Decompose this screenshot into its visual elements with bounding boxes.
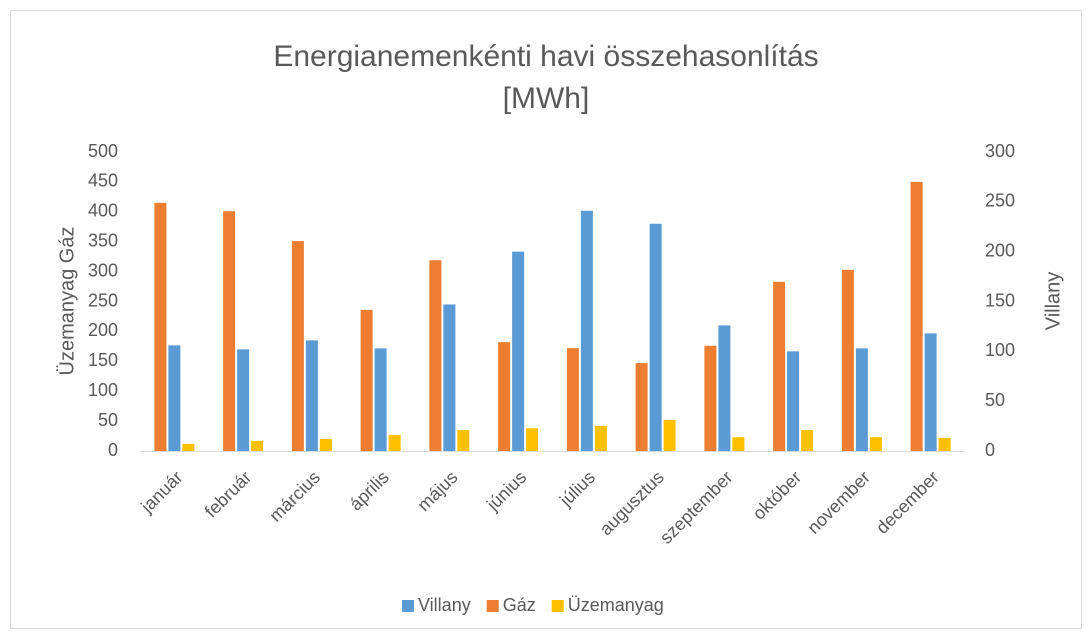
bar xyxy=(704,345,717,451)
y2-tick-label: 300 xyxy=(985,141,1015,161)
y-tick-label: 100 xyxy=(88,380,118,400)
bar xyxy=(855,348,868,451)
legend-swatch xyxy=(551,600,564,612)
bar xyxy=(512,251,525,451)
bar xyxy=(663,419,676,451)
legend-label: Gáz xyxy=(503,595,536,615)
bar xyxy=(787,351,800,451)
y2-tick-label: 150 xyxy=(985,290,1015,310)
bar xyxy=(374,348,387,451)
bar xyxy=(237,349,250,451)
y2-axis-title: Villany xyxy=(1042,272,1064,331)
bar xyxy=(305,340,318,451)
bar xyxy=(924,333,937,451)
bar xyxy=(360,309,373,451)
y-tick-label: 0 xyxy=(108,440,118,460)
bar xyxy=(223,211,236,451)
bar xyxy=(291,241,304,451)
y-tick-label: 500 xyxy=(88,141,118,161)
bar xyxy=(841,269,854,451)
chart-title: Energianemenkénti havi összehasonlítás [… xyxy=(273,40,819,115)
bar xyxy=(498,342,511,451)
legend-swatch xyxy=(402,600,414,612)
bar xyxy=(718,325,731,451)
y-tick-label: 250 xyxy=(88,290,118,310)
bar xyxy=(566,348,579,451)
y-tick-label: 350 xyxy=(88,230,118,250)
bar xyxy=(635,363,648,451)
bar xyxy=(388,434,401,451)
bar xyxy=(182,443,195,451)
bar xyxy=(429,260,442,451)
bar xyxy=(773,281,786,451)
y2-tick-label: 0 xyxy=(985,440,995,460)
chart-border xyxy=(10,10,1082,629)
y-tick-label: 450 xyxy=(88,171,118,191)
y-tick-label: 50 xyxy=(98,410,118,430)
bar xyxy=(526,428,539,451)
y-tick-label: 400 xyxy=(88,201,118,221)
bar xyxy=(910,181,923,451)
y-axis-title: Üzemanyag Gáz xyxy=(56,227,78,376)
bar xyxy=(594,425,607,451)
y-tick-label: 200 xyxy=(88,320,118,340)
bar xyxy=(732,437,745,451)
y2-tick-label: 250 xyxy=(985,191,1015,211)
bar xyxy=(938,437,951,451)
bar xyxy=(801,430,814,451)
y2-tick-label: 200 xyxy=(985,240,1015,260)
bar xyxy=(457,430,470,451)
legend-label: Üzemanyag xyxy=(568,595,664,615)
bar xyxy=(168,345,181,451)
y2-tick-label: 50 xyxy=(985,390,1005,410)
bar xyxy=(869,437,882,451)
y-tick-label: 300 xyxy=(88,260,118,280)
bar xyxy=(319,439,332,451)
bar xyxy=(251,440,264,451)
bar xyxy=(443,304,456,451)
legend-swatch xyxy=(486,600,499,612)
legend-label: Villany xyxy=(418,595,471,615)
bar xyxy=(580,210,593,451)
y-tick-label: 150 xyxy=(88,350,118,370)
bar xyxy=(154,202,167,451)
y2-tick-label: 100 xyxy=(985,340,1015,360)
bar xyxy=(649,223,662,451)
